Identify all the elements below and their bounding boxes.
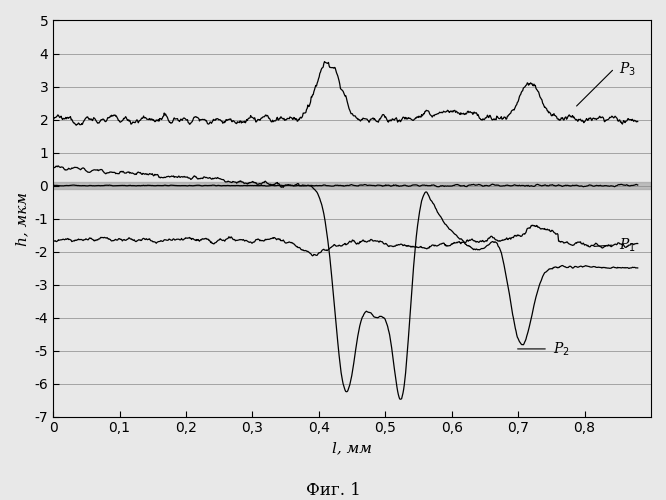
Y-axis label: h, мкм: h, мкм	[15, 192, 29, 246]
Text: P$_1$: P$_1$	[619, 236, 636, 254]
Text: P$_2$: P$_2$	[553, 340, 569, 357]
Text: Фиг. 1: Фиг. 1	[306, 482, 360, 499]
Bar	[53, 182, 651, 190]
X-axis label: l, мм: l, мм	[332, 441, 372, 455]
Text: P$_3$: P$_3$	[619, 60, 636, 78]
